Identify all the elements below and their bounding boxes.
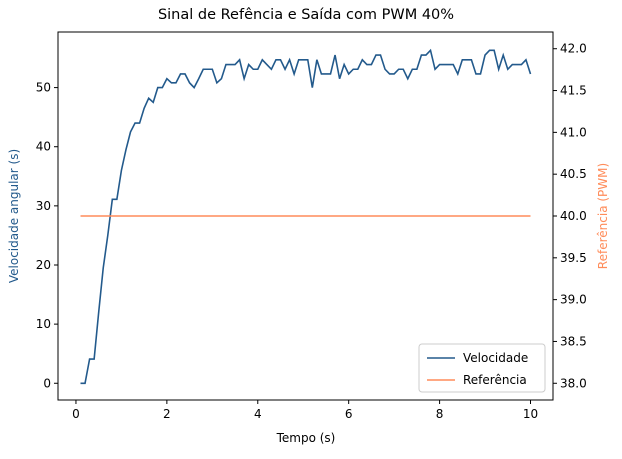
y2-tick-label: 41.0 — [560, 125, 587, 139]
x-tick-label: 4 — [254, 407, 262, 421]
y-tick-label: 50 — [36, 81, 51, 95]
x-tick-label: 8 — [436, 407, 444, 421]
y-tick-label: 10 — [36, 317, 51, 331]
y-tick-label: 40 — [36, 140, 51, 154]
x-axis-label: Tempo (s) — [276, 431, 336, 445]
x-tick-label: 10 — [523, 407, 538, 421]
line-series — [80, 48, 532, 385]
y2-tick-label: 40.0 — [560, 209, 587, 223]
y-tick-label: 20 — [36, 258, 51, 272]
y2-tick-label: 38.5 — [560, 334, 587, 348]
y2-tick-label: 38.0 — [560, 376, 587, 390]
y2-tick-label: 42.0 — [560, 42, 587, 56]
x-tick-label: 6 — [345, 407, 353, 421]
legend-label: Referência — [463, 373, 527, 387]
y2-tick-label: 39.0 — [560, 293, 587, 307]
legend-label: Velocidade — [463, 351, 528, 365]
y-tick-label: 30 — [36, 199, 51, 213]
y2-axis-label: Referência (PWM) — [596, 163, 610, 269]
y2-tick-label: 41.5 — [560, 84, 587, 98]
plot-frame — [57, 31, 554, 401]
x-tick-label: 0 — [72, 407, 80, 421]
y-tick-label: 0 — [43, 376, 51, 390]
legend: Velocidade Referência — [418, 343, 546, 393]
chart-title: Sinal de Refência e Saída com PWM 40% — [158, 7, 454, 23]
y2-tick-label: 40.5 — [560, 167, 587, 181]
y-axis-label: Velocidade angular (s) — [7, 149, 21, 283]
x-tick-label: 2 — [163, 407, 171, 421]
y2-tick-label: 39.5 — [560, 251, 587, 265]
